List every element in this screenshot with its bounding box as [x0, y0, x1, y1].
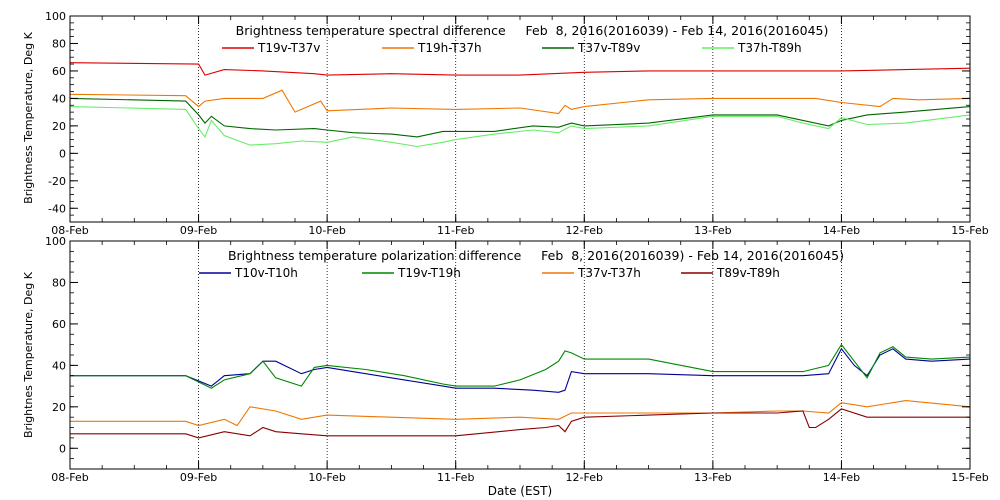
- series-line: [69, 106, 971, 148]
- x-tick-label: 12-Feb: [566, 471, 603, 484]
- y-tick-label: 100: [45, 235, 66, 248]
- y-tick-label: 100: [45, 10, 66, 23]
- y-tick-label: 20: [52, 401, 66, 414]
- y-tick-label: -20: [48, 175, 66, 188]
- legend-label: T19v-T19h: [397, 266, 461, 280]
- x-tick-label: 11-Feb: [437, 224, 474, 237]
- x-tick-label: 09-Feb: [180, 224, 217, 237]
- x-tick-label: 08-Feb: [51, 471, 88, 484]
- legend-label: T19h-T37h: [417, 41, 482, 55]
- legend-label: T19v-T37v: [257, 41, 320, 55]
- y-axis-label: Brightness Temperature, Deg K: [22, 31, 35, 203]
- legend-label: T37v-T89v: [577, 41, 640, 55]
- y-tick-label: 40: [52, 359, 66, 372]
- x-tick-label: 14-Feb: [823, 471, 860, 484]
- series-line: [70, 400, 971, 427]
- x-tick-label: 10-Feb: [308, 471, 345, 484]
- y-tick-label: 20: [52, 120, 66, 133]
- x-tick-label: 15-Feb: [951, 471, 988, 484]
- y-tick-label: 60: [52, 318, 66, 331]
- legend-label: T37v-T37h: [577, 266, 641, 280]
- series-line: [69, 62, 971, 76]
- x-tick-label: 12-Feb: [566, 224, 603, 237]
- y-tick-label: 40: [52, 92, 66, 105]
- series-line: [70, 343, 971, 389]
- chart-title: Brightness temperature polarization diff…: [228, 248, 844, 263]
- plot-frame: [69, 15, 971, 223]
- series-line: [70, 408, 970, 439]
- y-tick-label: 80: [52, 276, 66, 289]
- x-tick-label: 13-Feb: [694, 224, 731, 237]
- polarization-difference-panel: Brightnes Temperature, Deg K Brightness …: [22, 235, 989, 498]
- series-line: [69, 89, 971, 115]
- legend-label: T89v-T89h: [716, 266, 780, 280]
- y-tick-label: 80: [52, 37, 66, 50]
- y-axis-label: Brightnes Temperature, Deg K: [22, 271, 35, 438]
- legend-label: T10v-T10h: [234, 266, 298, 280]
- x-tick-label: 10-Feb: [308, 224, 345, 237]
- y-tick-label: -40: [48, 202, 66, 215]
- y-tick-label: 0: [59, 147, 66, 160]
- spectral-difference-panel: Brightness Temperature, Deg K Brightness…: [22, 10, 989, 237]
- series-line: [69, 97, 971, 138]
- x-tick-label: 13-Feb: [694, 471, 731, 484]
- x-tick-label: 15-Feb: [951, 224, 988, 237]
- chart-title: Brightness temperature spectral differen…: [236, 23, 829, 38]
- x-tick-label: 09-Feb: [180, 471, 217, 484]
- x-tick-label: 14-Feb: [823, 224, 860, 237]
- y-tick-label: 0: [59, 442, 66, 455]
- x-axis-label: Date (EST): [488, 484, 552, 498]
- x-tick-label: 11-Feb: [437, 471, 474, 484]
- x-tick-label: 08-Feb: [51, 224, 88, 237]
- legend-label: T37h-T89h: [737, 41, 802, 55]
- y-tick-label: 60: [52, 65, 66, 78]
